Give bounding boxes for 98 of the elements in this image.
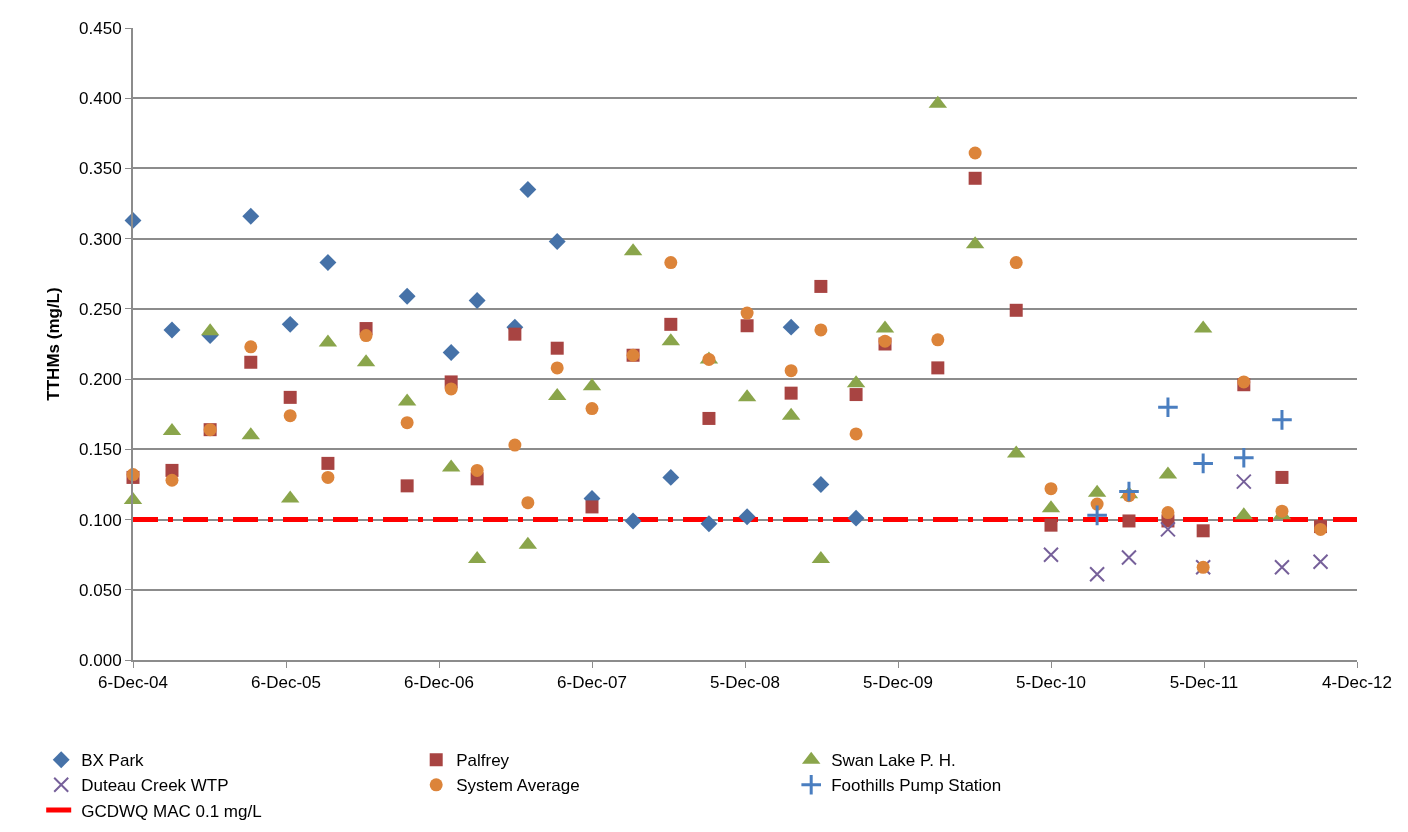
point: [1156, 395, 1180, 419]
point: [1044, 518, 1058, 532]
point: [508, 327, 522, 341]
point: [400, 479, 414, 493]
y-tick-label: 0.150: [79, 440, 122, 460]
y-tick-label: 0.400: [79, 89, 122, 109]
legend-label: Swan Lake P. H.: [831, 751, 956, 771]
point: [585, 500, 599, 514]
point: [702, 411, 716, 425]
point: [814, 279, 828, 293]
x-tick-label: 5-Dec-09: [863, 673, 933, 693]
point: [585, 402, 599, 416]
point: [662, 468, 680, 486]
point: [1089, 566, 1106, 583]
point: [1235, 473, 1252, 490]
point: [1009, 256, 1023, 270]
y-tick-label: 0.300: [79, 229, 122, 249]
point: [1009, 303, 1023, 317]
point: [968, 146, 982, 160]
point: [1122, 514, 1136, 528]
y-tick-label: 0.050: [79, 580, 122, 600]
point: [442, 343, 460, 361]
legend-label: Foothills Pump Station: [831, 776, 1002, 796]
point: [740, 306, 754, 320]
point: [782, 318, 800, 336]
point: [700, 515, 718, 533]
point: [814, 323, 828, 337]
x-tick-label: 6-Dec-05: [251, 673, 321, 693]
point: [1275, 470, 1289, 484]
point: [849, 427, 863, 441]
point: [165, 473, 179, 487]
point: [1273, 559, 1290, 576]
y-tick-label: 0.200: [79, 370, 122, 390]
point: [508, 438, 522, 452]
point: [548, 233, 566, 250]
legend-label: BX Park: [81, 751, 145, 771]
point: [931, 333, 945, 347]
point: [244, 340, 258, 354]
point: [281, 315, 299, 333]
y-tick-label: 0.100: [79, 510, 122, 530]
point: [849, 388, 863, 402]
point: [550, 341, 564, 355]
point: [242, 207, 260, 225]
point: [163, 321, 181, 339]
point: [1270, 408, 1294, 432]
legend-label: Palfrey: [456, 751, 510, 771]
point: [664, 256, 678, 270]
legend-label: System Average: [456, 776, 580, 796]
point: [550, 361, 564, 375]
y-tick-label: 0.450: [79, 18, 122, 38]
legend-label: GCDWQ MAC 0.1 mg/L: [81, 801, 262, 821]
point: [359, 329, 373, 343]
point: [784, 364, 798, 378]
point: [1191, 452, 1215, 475]
point: [931, 361, 945, 375]
point: [470, 463, 484, 477]
point: [1161, 506, 1175, 520]
point: [624, 512, 642, 530]
point: [521, 496, 535, 510]
point: [812, 475, 830, 493]
point: [519, 181, 537, 198]
point: [321, 456, 335, 470]
point: [664, 317, 678, 331]
point: [968, 171, 982, 185]
point: [283, 390, 297, 404]
point: [1196, 524, 1210, 538]
point: [319, 254, 337, 271]
point: [740, 319, 754, 333]
point: [1117, 480, 1141, 503]
point: [1120, 549, 1137, 566]
x-tick-label: 5-Dec-11: [1169, 673, 1239, 693]
point: [398, 287, 416, 305]
x-tick-label: 4-Dec-12: [1322, 673, 1392, 693]
point: [1159, 521, 1176, 538]
point: [1085, 504, 1109, 527]
point: [1043, 546, 1059, 563]
point: [444, 382, 458, 396]
x-tick-label: 6-Dec-07: [557, 673, 627, 693]
x-tick-label: 6-Dec-06: [404, 673, 474, 693]
x-tick-label: 5-Dec-08: [710, 673, 780, 693]
point: [1312, 553, 1329, 570]
point: [847, 509, 865, 527]
x-tick-label: 5-Dec-10: [1016, 673, 1086, 693]
legend-label: Duteau Creek WTP: [81, 776, 229, 796]
point: [283, 409, 297, 423]
x-tick-label: 6-Dec-04: [98, 673, 168, 693]
point: [784, 386, 798, 400]
y-tick-label: 0.250: [79, 299, 122, 319]
point: [400, 416, 414, 430]
y-axis-title: TTHMs (mg/L): [44, 287, 64, 401]
y-tick-label: 0.000: [79, 650, 122, 670]
point: [738, 508, 756, 526]
point: [1044, 482, 1058, 496]
point: [1232, 446, 1256, 470]
point: [321, 470, 335, 484]
point: [468, 292, 486, 309]
point: [244, 355, 258, 369]
y-tick-label: 0.350: [79, 159, 122, 179]
